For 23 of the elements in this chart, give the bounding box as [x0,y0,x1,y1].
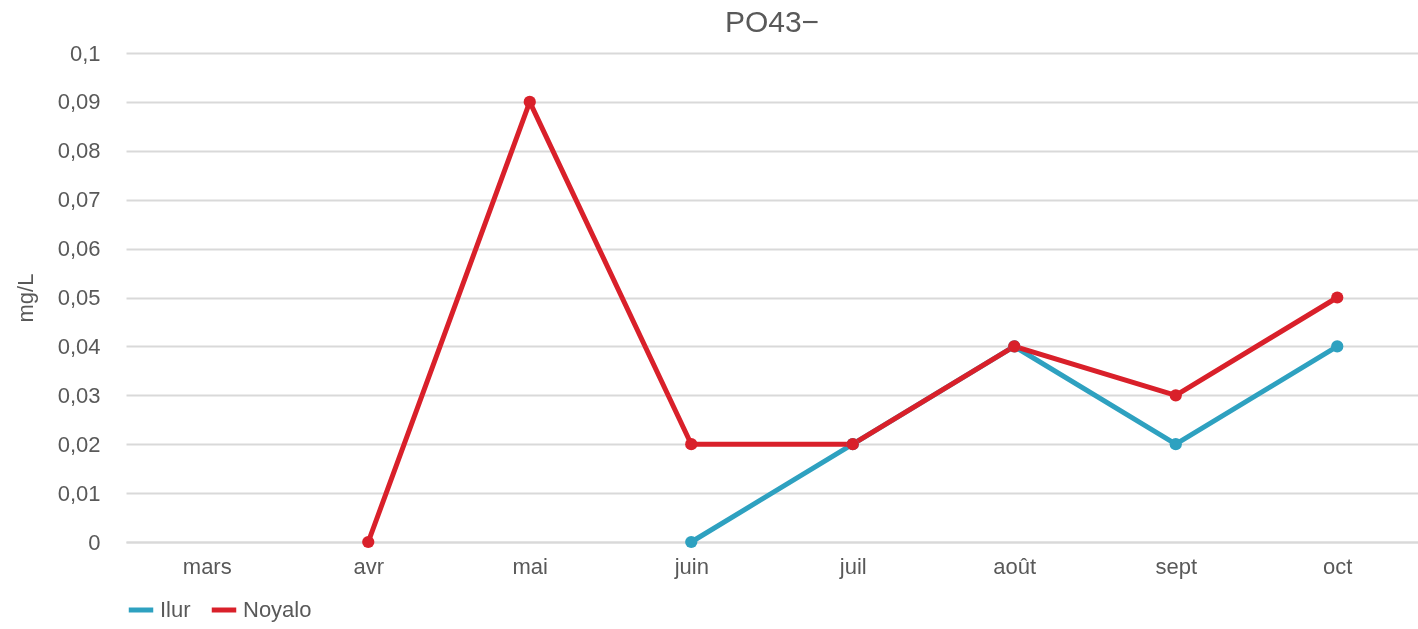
y-tick-label: 0,05 [57,285,101,310]
y-tick-label: 0,1 [69,40,101,66]
x-tick-label: sept [1155,553,1198,579]
y-tick-label: 0,02 [57,431,101,457]
x-tick-label: avr [353,553,385,579]
x-tick-label: mai [512,553,548,579]
y-tick-label: 0,03 [57,382,101,408]
y-tick-label: 0,06 [57,236,101,262]
x-tick-label: oct [1323,553,1353,579]
y-tick-label: 0,07 [57,187,101,213]
y-axis-title: mg/L [12,273,38,323]
x-tick-label: août [993,553,1037,579]
y-tick-label: 0,09 [57,89,101,115]
x-tick-label: mars [182,553,232,579]
legend-label: Ilur [160,597,191,622]
x-tick-label: juin [673,553,709,579]
legend-label: Noyalo [243,597,312,622]
chart-title: PO43− [724,5,820,38]
x-tick-label: juil [838,553,867,579]
y-tick-label: 0,04 [57,333,101,359]
y-tick-label: 0 [88,529,101,555]
y-tick-label: 0,01 [57,480,101,506]
y-tick-label: 0,08 [57,138,101,164]
